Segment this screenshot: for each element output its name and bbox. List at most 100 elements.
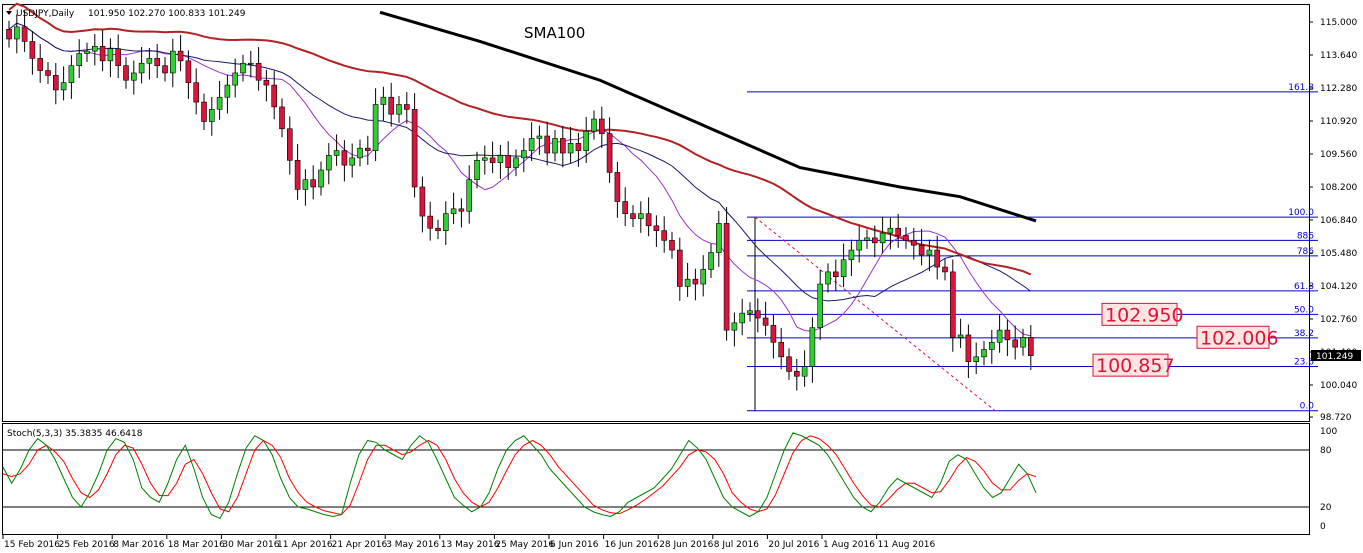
candle-body — [325, 155, 332, 171]
candle-body — [575, 143, 582, 151]
candle-body — [700, 269, 707, 285]
candle-body — [957, 334, 964, 338]
candle-body — [817, 283, 824, 329]
candle-body — [591, 118, 597, 132]
time-tick-label: 25 May 2016 — [495, 540, 554, 550]
candle-body — [341, 150, 348, 166]
price-annotation-box — [1196, 325, 1270, 349]
candle-body — [14, 26, 20, 40]
candle-body — [279, 106, 285, 130]
candle-body — [6, 28, 12, 40]
candle-body — [606, 133, 613, 173]
candle-body — [364, 147, 371, 151]
candle-body — [536, 135, 543, 139]
candle-body — [201, 101, 207, 122]
candle-body — [146, 58, 153, 64]
candle-body — [692, 278, 699, 285]
fib-level-label: 161.8 — [1288, 83, 1314, 93]
candle-body — [154, 58, 160, 66]
candle-body — [840, 259, 847, 278]
candle-body — [388, 96, 395, 115]
candle-body — [76, 53, 82, 66]
candle-body — [193, 82, 199, 103]
candle-body — [887, 227, 894, 234]
candle-body — [435, 227, 441, 231]
candle-body — [21, 26, 28, 42]
candle-body — [731, 322, 738, 331]
candle-body — [99, 45, 106, 62]
candle-body — [661, 230, 668, 241]
price-tick-label: 113.640 — [1320, 51, 1357, 61]
candle-body — [801, 366, 808, 377]
stochastic-lines: 100 80 20 0 — [2, 427, 1337, 532]
candle-body — [45, 70, 51, 76]
candle-body — [786, 356, 792, 372]
price-tick-label: 98.720 — [1320, 413, 1352, 423]
stoch-signal-line — [2, 435, 1037, 516]
candle-body — [489, 157, 496, 164]
candle-body — [918, 244, 925, 256]
symbol-dropdown-icon[interactable] — [6, 11, 12, 15]
candle-body — [598, 118, 605, 134]
candle-body — [926, 249, 933, 256]
main-pane-frame — [2, 4, 1310, 422]
candle-body — [224, 84, 231, 98]
candle-body — [614, 172, 621, 202]
price-annotation-label: 100.857 — [1096, 355, 1175, 377]
candle-body — [68, 65, 75, 83]
candle-body — [255, 62, 262, 81]
time-tick-label: 3 May 2016 — [386, 540, 439, 550]
candle-body — [645, 213, 652, 227]
candle-body — [411, 109, 418, 188]
candle-body — [497, 155, 504, 164]
current-price-label: 101.249 — [1316, 352, 1353, 362]
candle-body — [442, 213, 449, 231]
candle-body — [996, 329, 1003, 343]
candle-body — [427, 215, 434, 229]
time-tick-label: 8 Mar 2016 — [113, 540, 165, 550]
candle-body — [481, 157, 488, 161]
candle-body — [318, 169, 324, 188]
price-tick-label: 104.120 — [1320, 282, 1357, 292]
candle-body — [739, 312, 746, 324]
candle-body — [403, 104, 410, 110]
candle-body — [981, 349, 987, 358]
candle-body — [832, 271, 839, 278]
candle-body — [248, 62, 254, 65]
osc-tick-label: 100 — [1320, 427, 1337, 437]
time-tick-label: 15 Feb 2016 — [4, 540, 60, 550]
time-tick-label: 28 Jun 2016 — [659, 540, 713, 550]
fib-level-label: 100.0 — [1288, 208, 1314, 218]
price-tick-label: 100.040 — [1320, 381, 1357, 391]
time-tick-label: 8 Jul 2016 — [714, 540, 759, 550]
candle-body — [131, 72, 137, 81]
candlesticks — [6, 10, 1034, 391]
fib-level-label: 0.0 — [1300, 402, 1315, 412]
fib-level-label: 50.0 — [1294, 305, 1314, 315]
oscillator-label: Stoch(5,3,3) 35.3835 46.6418 — [7, 429, 143, 439]
candle-body — [630, 213, 636, 219]
time-tick-label: 30 Mar 2016 — [222, 540, 279, 550]
candle-body — [637, 213, 644, 219]
candle-body — [770, 324, 777, 343]
candle-body — [458, 208, 465, 212]
sma-red-line — [8, 2, 1032, 276]
candle-body — [895, 227, 902, 236]
time-tick-label: 11 Apr 2016 — [277, 540, 333, 550]
candle-body — [747, 310, 753, 314]
candle-body — [29, 41, 36, 59]
current-price-box — [1311, 350, 1361, 361]
candle-body — [723, 223, 730, 331]
fib-level-label: 23.6 — [1294, 358, 1314, 368]
candle-body — [949, 271, 956, 338]
candle-body — [294, 159, 301, 190]
stoch-main-line — [2, 432, 1037, 520]
candle-body — [864, 237, 870, 241]
candle-body — [965, 334, 972, 362]
candle-body — [271, 84, 278, 108]
candle-body — [286, 128, 293, 161]
price-annotation-label: 102.950 — [1105, 304, 1184, 326]
oscillator-pane-frame — [2, 423, 1310, 535]
candle-body — [879, 232, 886, 244]
